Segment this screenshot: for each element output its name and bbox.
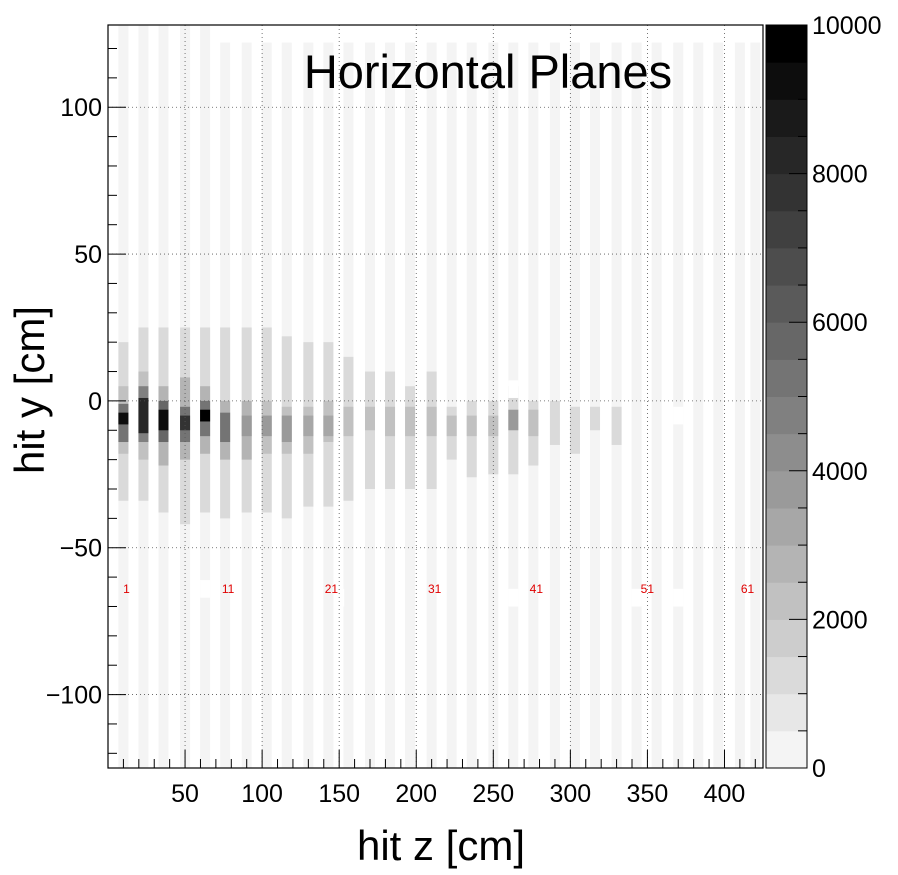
x-axis: 50 100 150 200 250 300 350 400 — [122, 750, 756, 808]
empty-cell — [508, 588, 519, 607]
x-tick-label: 200 — [395, 780, 437, 808]
heatmap-cell — [549, 400, 560, 445]
heatmap-cell — [158, 409, 169, 431]
colorbar-tick-label: 0 — [812, 755, 826, 783]
empty-cell — [200, 580, 211, 598]
colorbar-segment — [766, 322, 807, 360]
colorbar-segment — [766, 99, 807, 137]
heatmap-cell — [426, 406, 437, 437]
heatmap-cell — [241, 415, 252, 437]
x-tick-label: 50 — [171, 780, 199, 808]
heatmap-cell — [590, 406, 601, 431]
heatmap-cell — [220, 412, 231, 443]
plane-label: 21 — [325, 582, 339, 596]
colorbar-segment — [766, 25, 807, 63]
heatmap-cell — [611, 406, 622, 445]
y-tick-label: 100 — [60, 94, 102, 122]
colorbar-segment — [766, 210, 807, 249]
plane-column-32 — [750, 42, 761, 769]
colorbar-tick-label: 10000 — [812, 12, 882, 40]
x-tick-label: 100 — [241, 780, 283, 808]
colorbar-segment — [766, 730, 807, 769]
colorbar-segment — [766, 656, 807, 695]
heatmap-cell — [508, 409, 519, 431]
y-tick-label: −50 — [60, 535, 102, 563]
colorbar-segment — [766, 396, 807, 435]
colorbar-segment — [766, 693, 807, 732]
heatmap-cell — [343, 406, 354, 437]
y-tick-label: 0 — [88, 388, 102, 416]
chart-title: Horizontal Planes — [304, 45, 672, 98]
plane-column-30 — [713, 42, 724, 769]
colorbar-segment — [766, 173, 807, 212]
x-tick-label: 250 — [472, 780, 514, 808]
colorbar: 0 2000 4000 6000 8000 10000 — [765, 12, 882, 783]
heatmap-cell — [303, 415, 314, 437]
plane-column-26 — [631, 42, 642, 769]
plane-column-23 — [569, 42, 580, 769]
x-tick-label: 300 — [549, 780, 591, 808]
colorbar-segment — [766, 507, 807, 546]
plane-column-27 — [651, 42, 662, 769]
colorbar-segment — [766, 619, 807, 658]
heatmap-cell — [405, 406, 416, 437]
heatmap-cell — [323, 415, 334, 437]
plot-frame — [107, 24, 764, 769]
colorbar-segment — [766, 247, 807, 286]
heatmap-cell — [118, 412, 129, 425]
colorbar-segment — [766, 582, 807, 620]
heatmap-cell — [528, 409, 539, 437]
heatmap-cell — [405, 386, 416, 490]
heatmap-cell — [180, 415, 191, 431]
plane-label: 1 — [123, 582, 130, 596]
plane-label: 51 — [641, 582, 655, 596]
colorbar-segment — [766, 136, 807, 175]
colorbar-tick-label: 8000 — [812, 161, 868, 189]
empty-cell — [673, 406, 684, 425]
x-tick-label: 150 — [318, 780, 360, 808]
plane-column-24 — [590, 42, 601, 769]
x-tick-label: 400 — [704, 780, 746, 808]
colorbar-segment — [766, 285, 807, 323]
colorbar-segment — [766, 433, 807, 472]
x-tick-label: 350 — [627, 780, 669, 808]
y-axis-title: hit y [cm] — [6, 306, 53, 474]
colorbar-segment — [766, 359, 807, 397]
colorbar-segment — [766, 545, 807, 583]
plane-column-28 — [673, 42, 684, 769]
plane-column-31 — [734, 42, 745, 769]
y-tick-label: −100 — [46, 682, 102, 710]
heatmap-cell — [365, 406, 375, 431]
heatmap-cell — [261, 415, 272, 437]
heatmap-cell — [385, 406, 396, 437]
heatmap-cell — [466, 400, 477, 478]
heatmap-cell — [446, 415, 457, 437]
heatmap-cell — [200, 409, 211, 422]
plane-column-25 — [611, 42, 622, 769]
heatmap-cell — [466, 415, 477, 437]
plot-area — [118, 25, 761, 769]
y-tick-label: 50 — [74, 241, 102, 269]
heatmap-cell — [569, 406, 580, 454]
colorbar-segment — [766, 470, 807, 509]
plane-labels: 1 11 21 31 41 51 61 — [123, 582, 754, 596]
plane-column-17 — [446, 42, 457, 769]
plane-label: 61 — [741, 582, 755, 596]
colorbar-segment — [766, 62, 807, 100]
empty-cell — [631, 588, 642, 607]
plane-label: 31 — [428, 582, 442, 596]
plane-column-29 — [693, 42, 704, 769]
colorbar-tick-label: 6000 — [812, 309, 868, 337]
y-axis: 100 50 0 −50 −100 — [46, 47, 126, 754]
colorbar-tick-label: 2000 — [812, 606, 868, 634]
empty-cell — [508, 380, 519, 398]
heatmap-cell — [138, 397, 149, 434]
empty-cell — [673, 588, 684, 607]
plane-label: 11 — [222, 582, 235, 596]
x-axis-title: hit z [cm] — [357, 822, 525, 869]
plane-label: 41 — [530, 582, 544, 596]
heatmap-cell — [281, 415, 292, 443]
colorbar-tick-label: 4000 — [812, 458, 868, 486]
